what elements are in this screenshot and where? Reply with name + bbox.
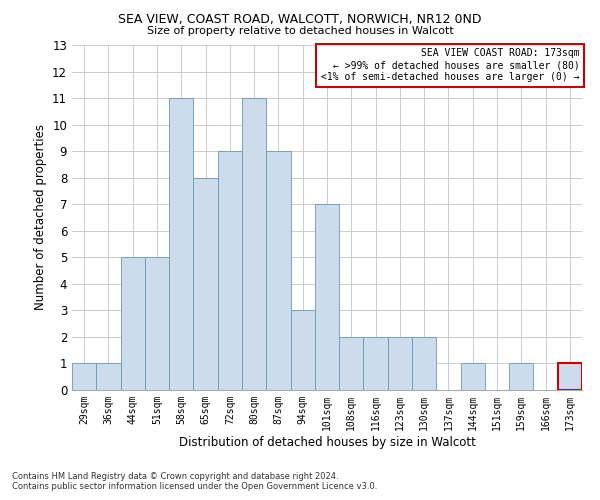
Text: SEA VIEW, COAST ROAD, WALCOTT, NORWICH, NR12 0ND: SEA VIEW, COAST ROAD, WALCOTT, NORWICH, … bbox=[118, 12, 482, 26]
Bar bbox=[509, 364, 533, 390]
Bar bbox=[461, 364, 485, 390]
Bar bbox=[339, 337, 364, 390]
Text: Contains public sector information licensed under the Open Government Licence v3: Contains public sector information licen… bbox=[12, 482, 377, 491]
Text: Size of property relative to detached houses in Walcott: Size of property relative to detached ho… bbox=[146, 26, 454, 36]
Bar bbox=[412, 337, 436, 390]
Bar bbox=[169, 98, 193, 390]
Text: Contains HM Land Registry data © Crown copyright and database right 2024.: Contains HM Land Registry data © Crown c… bbox=[12, 472, 338, 481]
Bar bbox=[315, 204, 339, 390]
Bar bbox=[290, 310, 315, 390]
Bar bbox=[72, 364, 96, 390]
Bar bbox=[364, 337, 388, 390]
Bar bbox=[218, 151, 242, 390]
Bar bbox=[96, 364, 121, 390]
Bar bbox=[266, 151, 290, 390]
Bar bbox=[121, 258, 145, 390]
Bar bbox=[193, 178, 218, 390]
Bar bbox=[145, 258, 169, 390]
Text: SEA VIEW COAST ROAD: 173sqm
← >99% of detached houses are smaller (80)
<1% of se: SEA VIEW COAST ROAD: 173sqm ← >99% of de… bbox=[321, 48, 580, 82]
Y-axis label: Number of detached properties: Number of detached properties bbox=[34, 124, 47, 310]
Bar bbox=[558, 364, 582, 390]
X-axis label: Distribution of detached houses by size in Walcott: Distribution of detached houses by size … bbox=[179, 436, 475, 448]
Bar bbox=[242, 98, 266, 390]
Bar bbox=[388, 337, 412, 390]
